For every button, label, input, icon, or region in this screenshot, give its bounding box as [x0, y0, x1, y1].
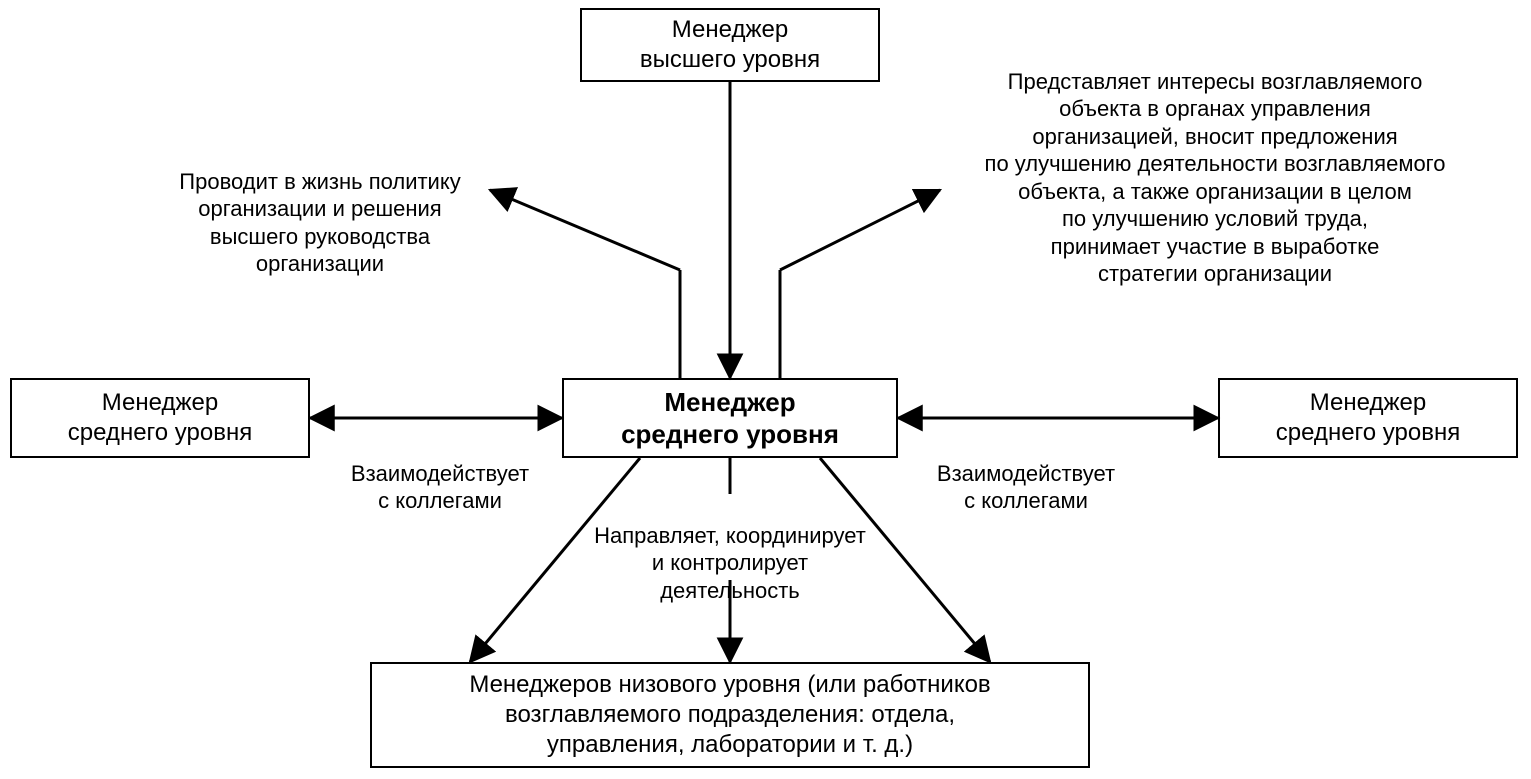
label-interact-left: Взаимодействует с коллегами	[330, 432, 550, 515]
node-bottom-label: Менеджеров низового уровня (или работник…	[469, 670, 990, 760]
label-directs: Направляет, координирует и контролирует …	[540, 494, 920, 604]
label-policy-text: Проводит в жизнь политику организации и …	[179, 169, 460, 277]
label-interact-left-text: Взаимодействует с коллегами	[351, 461, 529, 514]
label-policy: Проводит в жизнь политику организации и …	[130, 140, 510, 278]
node-top-label: Менеджер высшего уровня	[640, 15, 820, 75]
label-interact-right-text: Взаимодействует с коллегами	[937, 461, 1115, 514]
label-interact-right: Взаимодействует с коллегами	[916, 432, 1136, 515]
label-directs-text: Направляет, координирует и контролирует …	[594, 523, 866, 603]
edge-up-right-to-represents	[780, 190, 940, 270]
label-represents: Представляет интересы возглавляемого объ…	[920, 40, 1510, 288]
node-left-manager: Менеджер среднего уровня	[10, 378, 310, 458]
node-center-label: Менеджер среднего уровня	[621, 386, 839, 451]
node-top-manager: Менеджер высшего уровня	[580, 8, 880, 82]
node-right-label: Менеджер среднего уровня	[1276, 388, 1460, 448]
label-represents-text: Представляет интересы возглавляемого объ…	[985, 69, 1446, 287]
node-left-label: Менеджер среднего уровня	[68, 388, 252, 448]
node-bottom-subordinates: Менеджеров низового уровня (или работник…	[370, 662, 1090, 768]
edge-up-left-to-policy	[490, 190, 680, 270]
diagram-canvas: Менеджер высшего уровня Менеджер среднег…	[0, 0, 1531, 779]
node-center-manager: Менеджер среднего уровня	[562, 378, 898, 458]
node-right-manager: Менеджер среднего уровня	[1218, 378, 1518, 458]
